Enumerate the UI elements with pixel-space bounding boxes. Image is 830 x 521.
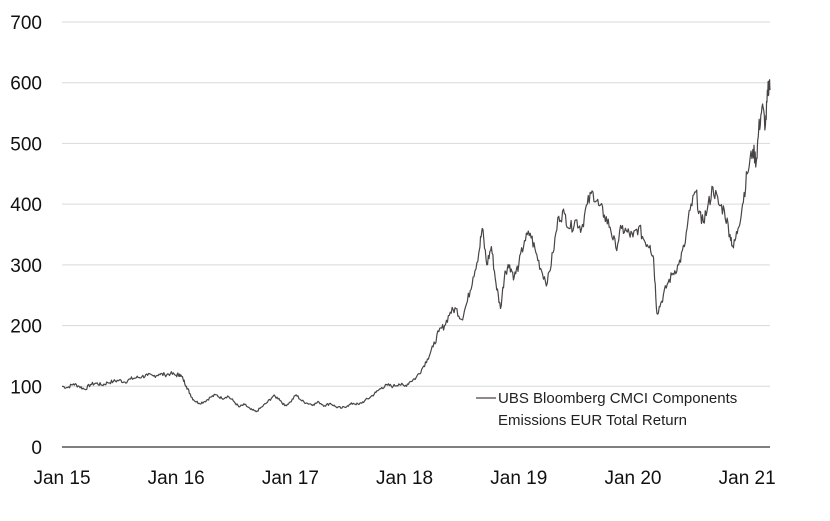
legend: UBS Bloomberg CMCI Components Emissions …: [476, 390, 737, 429]
legend-entry-line-2: Emissions EUR Total Return: [498, 412, 687, 429]
x-tick-label-1: Jan 16: [148, 468, 205, 489]
y-tick-label-100: 100: [10, 377, 42, 398]
legend-entry-line-1: UBS Bloomberg CMCI Components: [498, 390, 737, 407]
y-tick-label-200: 200: [10, 317, 42, 338]
x-tick-label-6: Jan 21: [719, 468, 776, 489]
x-tick-label-2: Jan 17: [262, 468, 319, 489]
y-tick-label-500: 500: [10, 134, 42, 155]
y-axis-ticks: 0 100 200 300 400 500 600 700: [10, 13, 42, 459]
x-axis-ticks: Jan 15 Jan 16 Jan 17 Jan 18 Jan 19 Jan 20 Jan …: [33, 468, 775, 489]
y-tick-label-0: 0: [31, 438, 42, 459]
x-tick-label-4: Jan 19: [490, 468, 547, 489]
x-tick-label-3: Jan 18: [376, 468, 433, 489]
series-line-0: [61, 79, 771, 413]
x-tick-label-5: Jan 20: [604, 468, 661, 489]
grid: [62, 21, 770, 387]
y-tick-label-700: 700: [10, 13, 42, 34]
y-tick-label-300: 300: [10, 256, 42, 277]
x-tick-label-0: Jan 15: [33, 468, 90, 489]
series: [61, 79, 771, 413]
y-tick-label-600: 600: [10, 74, 42, 95]
y-tick-label-400: 400: [10, 195, 42, 216]
